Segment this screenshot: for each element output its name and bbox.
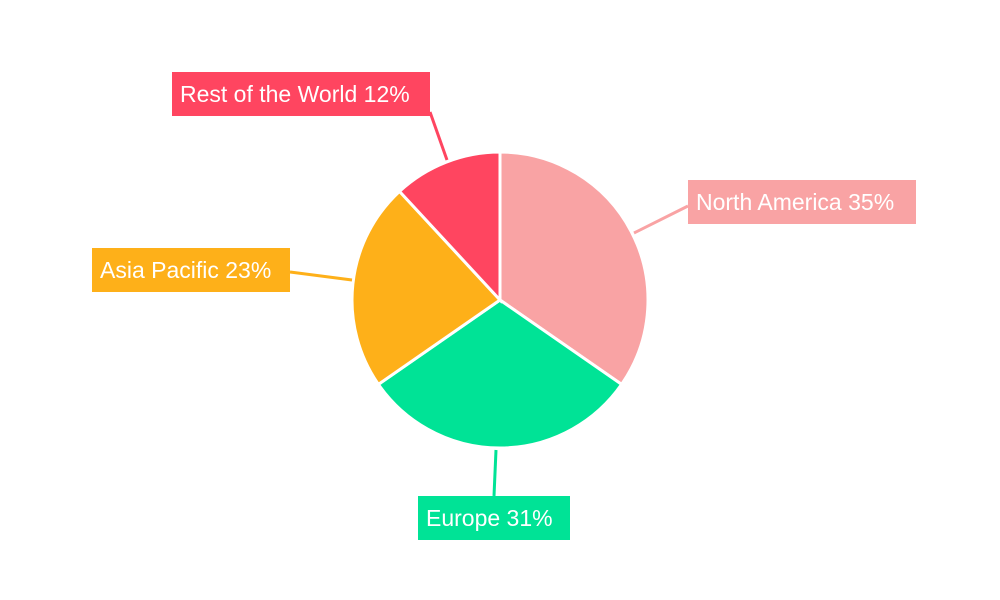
leader-line [289,270,353,282]
slice-europe[interactable] [376,298,624,450]
slice-asia-pacific[interactable] [350,189,503,387]
slice-north-america[interactable] [498,150,650,387]
leader-line [492,449,498,497]
label-europe: Europe 31% [418,496,570,540]
label-north-america: North America 35% [688,180,916,224]
leader-line [633,204,689,235]
label-asia-pacific: Asia Pacific 23% [92,248,290,292]
label-rest-of-world: Rest of the World 12% [172,72,430,116]
slice-rest-of-the-world[interactable] [397,150,502,304]
leader-line [428,111,449,161]
